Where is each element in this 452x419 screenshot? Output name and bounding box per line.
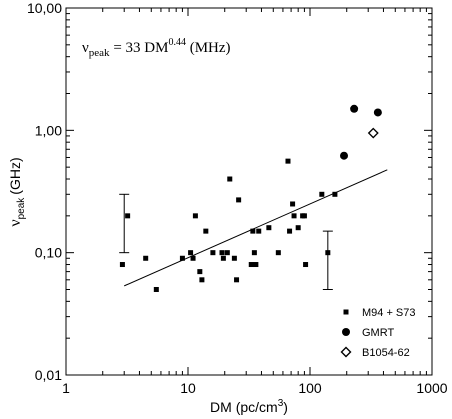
data-point-square: [210, 250, 216, 256]
data-point-square: [319, 191, 325, 197]
data-points: [119, 104, 382, 292]
data-point-square: [287, 228, 293, 234]
data-point-square: [325, 250, 331, 256]
data-point-square: [227, 176, 233, 182]
data-point-square: [275, 250, 281, 256]
data-point-square: [256, 228, 262, 234]
x-tick-label: 1: [62, 380, 70, 396]
data-point-square: [290, 201, 296, 207]
legend-marker-square: [343, 309, 349, 315]
data-point-square: [295, 225, 301, 231]
x-tick-label: 10: [180, 380, 196, 396]
y-tick-label: 0,01: [35, 367, 62, 383]
data-point-square: [236, 197, 242, 203]
data-point-square: [190, 255, 196, 261]
legend-label: M94 + S73: [362, 307, 416, 319]
x-axis-title: DM (pc/cm3): [210, 398, 288, 415]
data-point-square: [119, 262, 125, 268]
data-point-square: [231, 255, 237, 261]
data-point-diamond: [367, 127, 379, 139]
data-point-square: [224, 250, 230, 256]
data-point-square: [253, 262, 259, 268]
legend: M94 + S73 GMRT B1054-62: [340, 307, 416, 359]
legend-label: GMRT: [362, 327, 394, 339]
legend-marker-diamond: [340, 346, 352, 358]
data-point-square: [303, 262, 309, 268]
data-point-square: [234, 277, 240, 283]
data-point-square: [251, 250, 257, 256]
y-axis-title: νpeak(GHz): [7, 157, 27, 226]
data-point-square: [285, 158, 291, 164]
y-tick-label: 1,00: [35, 122, 62, 138]
error-bars: [119, 193, 333, 290]
data-point-square: [199, 277, 205, 283]
data-point-square: [179, 255, 185, 261]
data-point-square: [291, 213, 297, 219]
data-point-square: [266, 225, 272, 231]
data-point-square: [188, 250, 194, 256]
plot-frame: [65, 7, 433, 376]
data-point-square: [125, 213, 131, 219]
data-point-square: [220, 255, 226, 261]
data-point-square: [203, 228, 209, 234]
legend-marker-circle: [342, 328, 350, 336]
data-point-circle: [373, 108, 382, 117]
y-tick-label: 10,00: [27, 0, 62, 16]
data-point-square: [248, 262, 254, 268]
data-point-square: [153, 286, 159, 292]
fit-line: [124, 169, 388, 287]
data-point-square: [192, 213, 198, 219]
data-point-square: [197, 269, 203, 275]
axis-ticks: 1 10 100 1000 0,01 0,10 1,00 10,00: [27, 0, 448, 396]
x-tick-label: 100: [298, 380, 322, 396]
data-point-square: [219, 250, 225, 256]
fit-line-group: [124, 169, 388, 287]
data-point-square: [301, 213, 307, 219]
x-tick-label: 1000: [416, 380, 447, 396]
y-tick-label: 0,10: [35, 245, 62, 261]
data-point-square: [332, 191, 338, 197]
formula-annotation: νpeak = 33 DM0.44 (MHz): [82, 37, 231, 59]
data-point-circle: [350, 104, 359, 113]
data-point-square: [143, 255, 149, 261]
legend-label: B1054-62: [362, 347, 410, 359]
data-point-square: [250, 228, 256, 234]
data-point-circle: [340, 151, 349, 160]
